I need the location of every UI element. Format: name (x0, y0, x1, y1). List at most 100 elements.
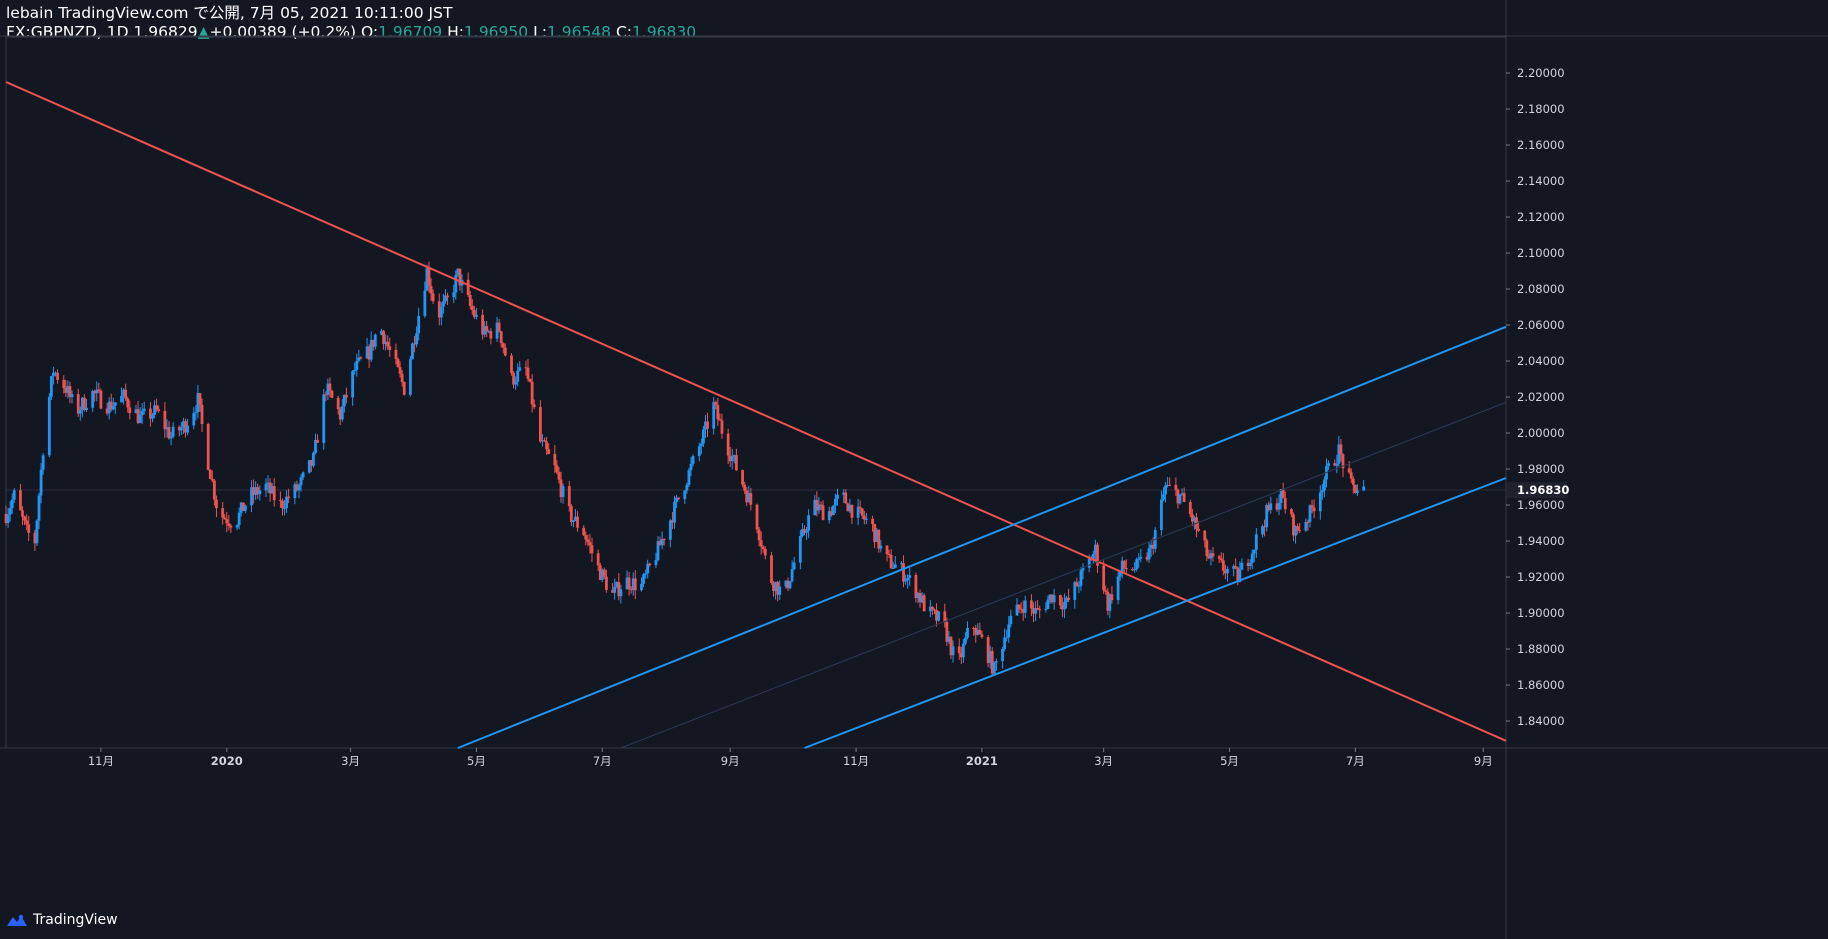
candle (1108, 593, 1112, 619)
candle (1219, 552, 1223, 563)
candle (689, 457, 693, 477)
candle (922, 593, 926, 612)
candle (37, 492, 41, 530)
candle (105, 402, 109, 416)
candle (472, 305, 476, 320)
candle (788, 580, 792, 590)
candle (1318, 485, 1322, 520)
candle (704, 414, 707, 439)
candle (572, 519, 575, 528)
candle (1203, 529, 1207, 548)
candle (602, 567, 606, 580)
price-axis[interactable]: 2.20000 2.18000 2.16000 2.14000 2.12000 2.100… (1506, 66, 1569, 728)
candle (12, 488, 16, 504)
candle (425, 264, 429, 291)
candle (1094, 539, 1097, 562)
candle (1248, 559, 1252, 570)
candle (966, 621, 969, 640)
candle (351, 370, 355, 406)
candle (992, 661, 996, 676)
candle (49, 375, 53, 401)
candle (656, 536, 660, 562)
candle (631, 572, 635, 596)
trendline-resistance[interactable] (5, 81, 1507, 742)
candles-layer (4, 261, 1366, 676)
candle (935, 603, 938, 627)
candle (429, 278, 433, 301)
candle (83, 394, 86, 412)
candle (1174, 477, 1178, 496)
candle (501, 342, 505, 354)
candle (1197, 521, 1200, 533)
candle (157, 405, 161, 413)
candle (778, 580, 782, 600)
candle (258, 485, 262, 501)
candle (1007, 616, 1011, 643)
candle (367, 344, 371, 369)
candle (831, 504, 835, 516)
y-tick-label: 2.00000 (1517, 426, 1565, 440)
candle (1223, 564, 1227, 580)
x-tick-label: 7月 (1346, 754, 1365, 768)
candle (860, 507, 864, 519)
candle (524, 360, 528, 376)
candle (815, 491, 819, 517)
candle (70, 390, 74, 404)
candle (545, 436, 548, 455)
candle (792, 556, 796, 571)
trendline-channel-lower[interactable] (804, 477, 1507, 749)
candle (487, 329, 491, 334)
candle (1065, 595, 1068, 609)
x-tick-label: 11月 (88, 754, 114, 768)
candle (495, 316, 499, 343)
candle (1312, 499, 1316, 519)
trendlines-layer[interactable] (5, 81, 1507, 749)
candle (328, 377, 332, 398)
candle (359, 356, 363, 360)
trendline-channel-mid[interactable] (620, 401, 1507, 749)
candle (1349, 468, 1353, 483)
candle (446, 292, 449, 305)
candle (1052, 588, 1056, 610)
candle (943, 603, 947, 628)
candle (774, 581, 778, 600)
candle (1281, 482, 1285, 499)
candle (456, 268, 460, 277)
candle (813, 495, 817, 516)
candle (1104, 585, 1108, 595)
footer-brand[interactable]: TradingView (6, 910, 118, 930)
candle (54, 371, 57, 377)
candle (1296, 523, 1300, 535)
candle (179, 422, 183, 435)
candle (1122, 560, 1126, 573)
candle (829, 506, 833, 517)
candle (1320, 483, 1324, 500)
candle (879, 540, 883, 553)
candle (613, 578, 617, 600)
candle (1254, 528, 1258, 559)
candle (906, 574, 910, 589)
candle (215, 495, 218, 518)
candle (1304, 518, 1308, 533)
candle (543, 437, 546, 442)
candle (586, 534, 590, 547)
time-axis[interactable]: 11月 2020 3月 5月 7月 9月 11月 2021 3月 5月 7月 9月 (88, 748, 1493, 768)
candle (353, 362, 357, 375)
trendline-channel-upper[interactable] (457, 325, 1507, 749)
candle (182, 417, 185, 434)
candle (675, 495, 678, 508)
candle (617, 573, 621, 601)
candle (155, 398, 159, 413)
y-tick-label: 2.10000 (1517, 246, 1565, 260)
candle (1162, 487, 1165, 502)
candle (732, 454, 736, 464)
candle (1067, 588, 1070, 603)
candle (357, 349, 361, 363)
candle (734, 448, 738, 471)
candle (561, 483, 565, 504)
candle (1356, 484, 1359, 496)
candle (538, 400, 542, 444)
candle (458, 268, 462, 291)
candle (316, 434, 319, 444)
